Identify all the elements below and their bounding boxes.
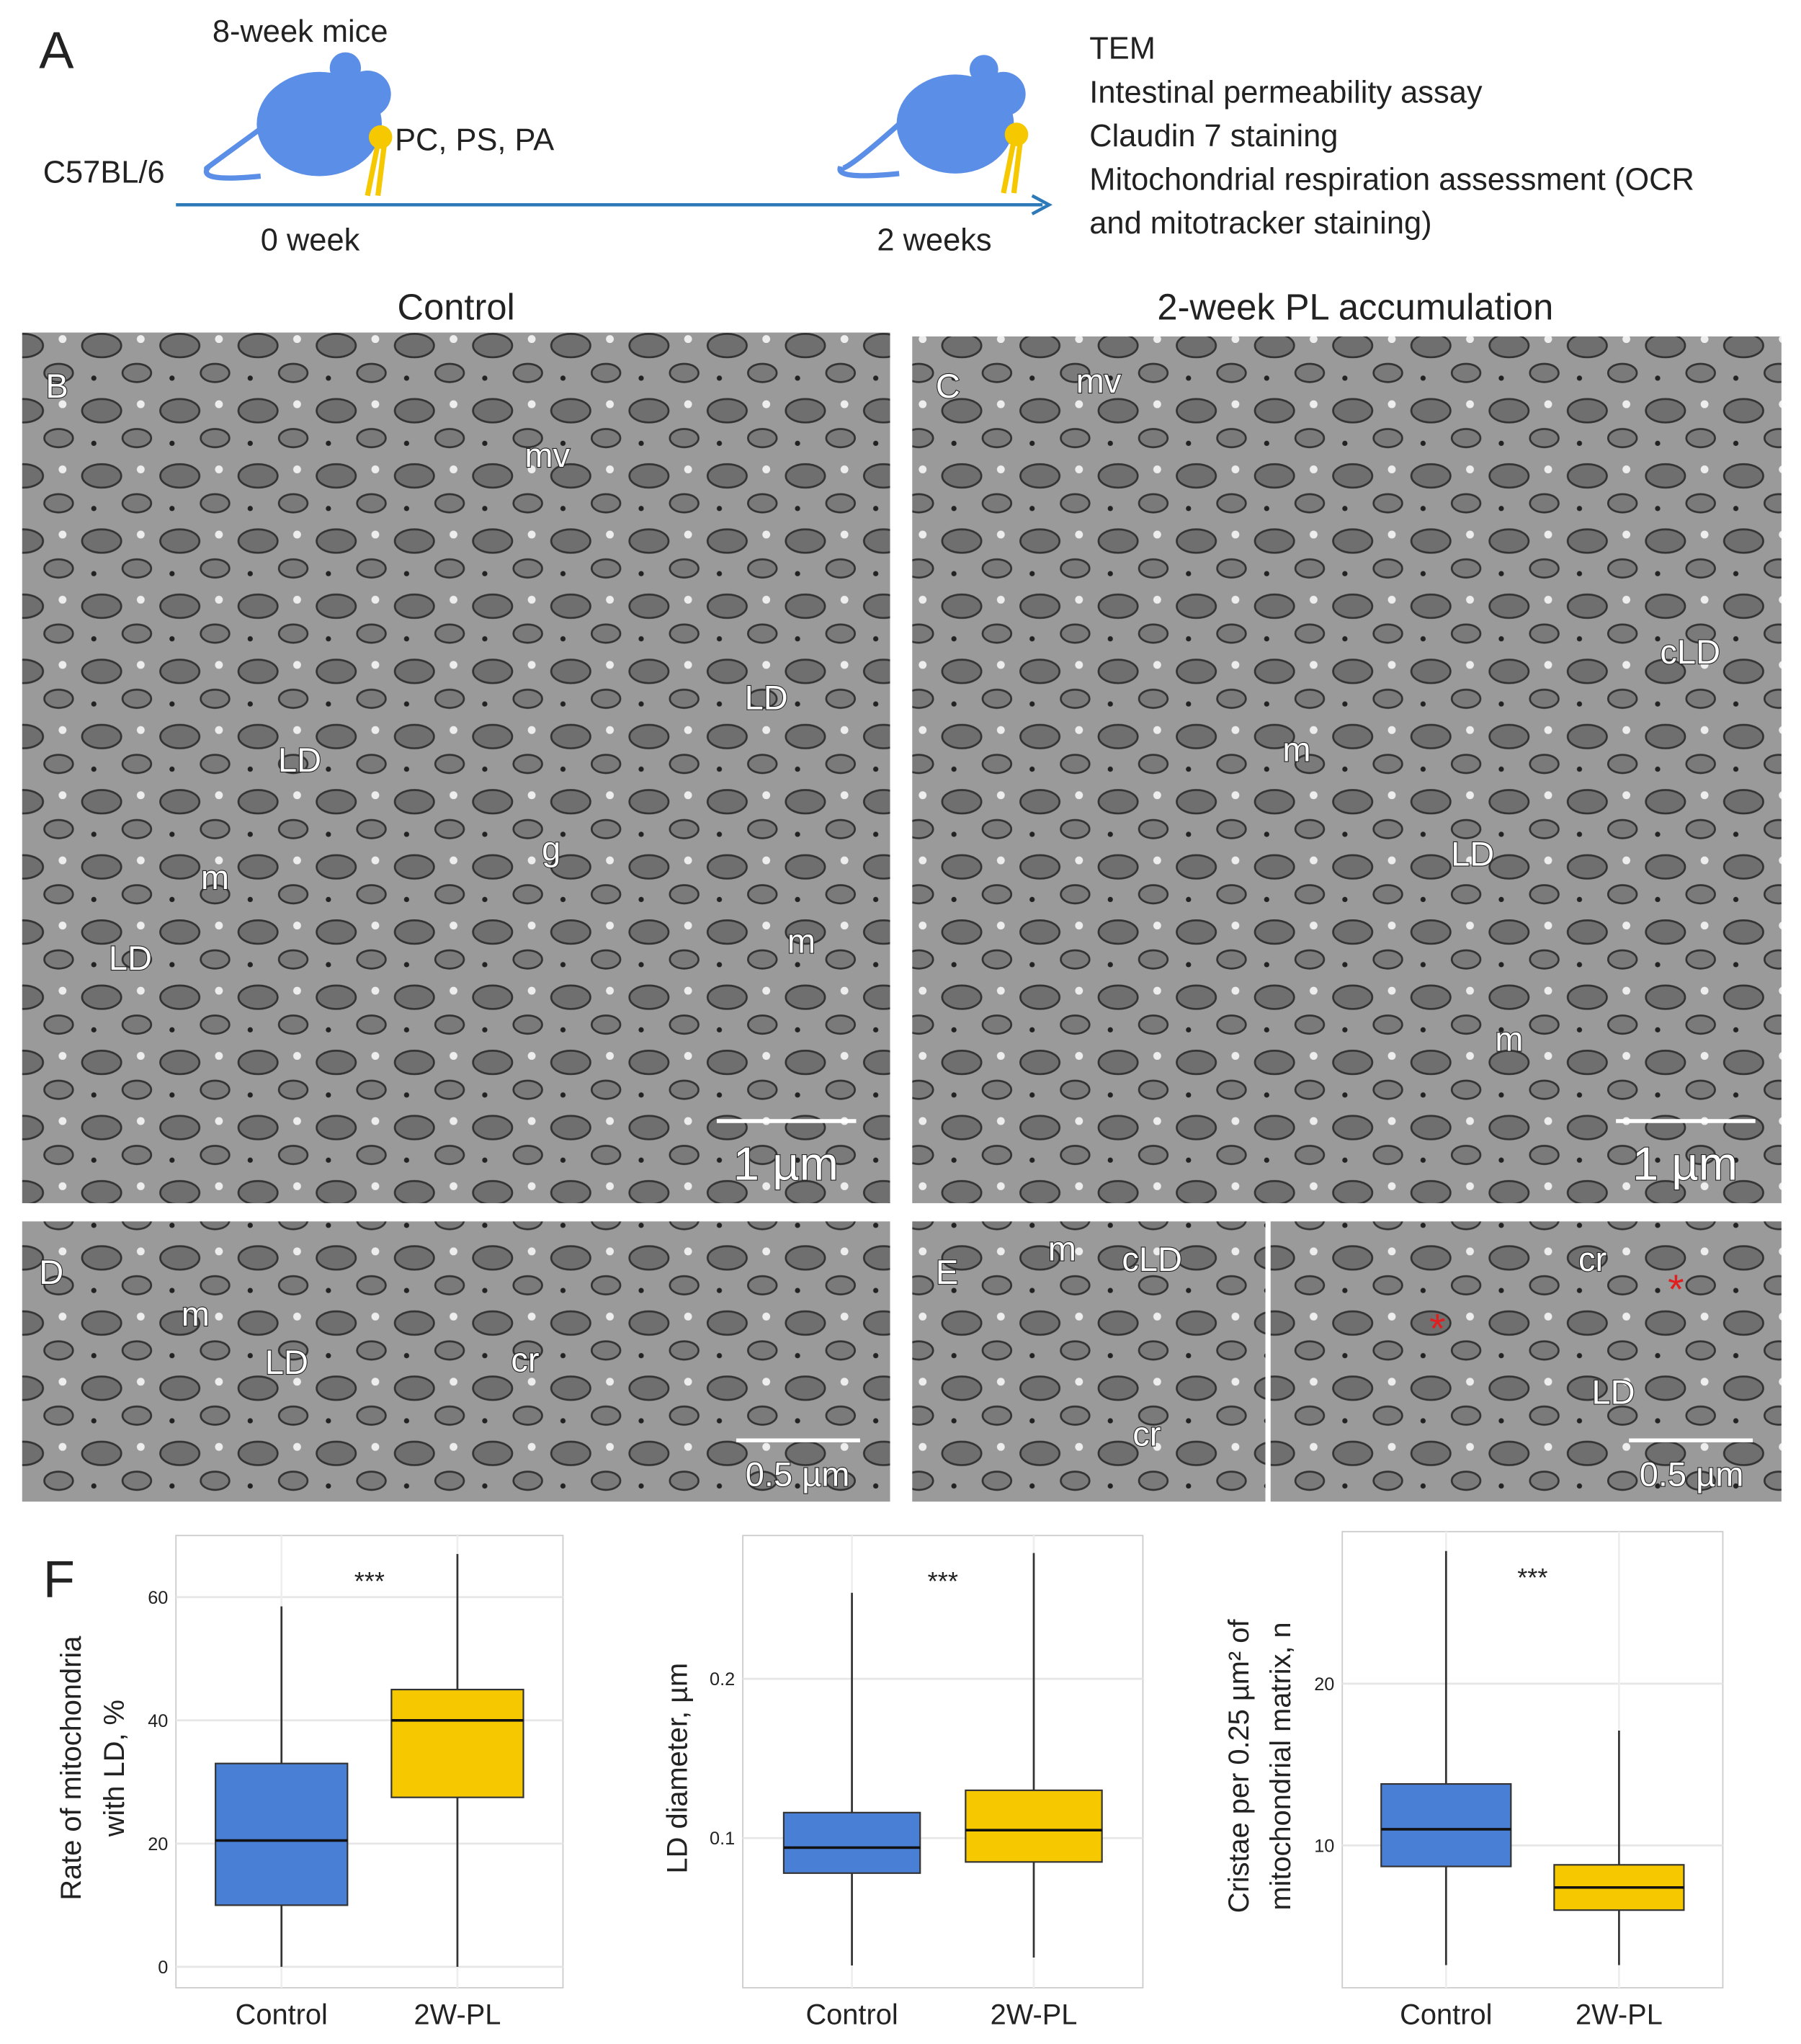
structure-label: cr xyxy=(1578,1240,1606,1278)
treatment: PC, PS, PA xyxy=(395,122,554,157)
x-tick-label: Control xyxy=(236,1999,328,2031)
strain: C57BL/6 xyxy=(43,156,165,190)
panel-label: B xyxy=(45,367,68,405)
structure-label: LD xyxy=(265,1343,308,1381)
plot-area xyxy=(742,1535,1144,1989)
y-axis-label: Cristae per 0.25 µm² of xyxy=(1223,1619,1255,1914)
structure-label: m xyxy=(182,1295,210,1333)
micrographs xyxy=(22,332,1782,1502)
assay: TEM xyxy=(1089,32,1156,66)
asterisk: * xyxy=(1668,1267,1684,1313)
schematic xyxy=(176,52,1053,215)
panel-label: A xyxy=(39,22,74,79)
y-axis-label: Rate of mitochondria xyxy=(55,1635,87,1901)
box xyxy=(965,1789,1103,1863)
structure-label: mv xyxy=(524,436,570,474)
box xyxy=(390,1688,524,1798)
start: 0 week xyxy=(261,223,360,258)
annotation: *** xyxy=(928,1566,958,1596)
panel-label: D xyxy=(39,1253,63,1291)
box xyxy=(215,1762,349,1906)
y-axis-label: LD diameter, µm xyxy=(661,1663,693,1874)
structure-label: LD xyxy=(1451,834,1494,873)
structure-label: mv xyxy=(1076,362,1122,400)
structure-label: LD xyxy=(278,741,321,779)
box xyxy=(1380,1782,1512,1867)
age: 8-week mice xyxy=(213,14,388,49)
annotation: *** xyxy=(354,1566,385,1596)
panel-label: E xyxy=(936,1253,958,1291)
y-tick-label: 40 xyxy=(148,1711,168,1731)
box xyxy=(782,1811,921,1874)
y-axis-label: mitochondrial matrix, n xyxy=(1265,1622,1297,1910)
y-tick-label: 60 xyxy=(148,1588,168,1608)
structure-label: g xyxy=(542,829,560,867)
assay: and mitotracker staining) xyxy=(1089,206,1431,241)
x-tick-label: Control xyxy=(1400,1999,1492,2031)
y-tick-label: 20 xyxy=(1314,1674,1334,1695)
panel-title: 2-week PL accumulation xyxy=(1157,286,1553,327)
x-tick-label: 2W-PL xyxy=(414,1999,501,2031)
y-tick-label: 0.2 xyxy=(710,1669,735,1690)
structure-label: LD xyxy=(109,939,152,977)
structure-label: LD xyxy=(1591,1373,1635,1411)
y-tick-label: 0.1 xyxy=(710,1829,735,1849)
assay: Claudin 7 staining xyxy=(1089,119,1338,153)
panel-label: C xyxy=(936,367,960,405)
scale-bar-label: 0.5 µm xyxy=(746,1455,850,1493)
structure-label: LD xyxy=(745,678,788,716)
scale-bar-label: 1 µm xyxy=(1632,1137,1738,1190)
end: 2 weeks xyxy=(877,223,991,258)
plot-area xyxy=(1341,1530,1724,1989)
structure-label: m xyxy=(787,922,815,960)
asterisk: * xyxy=(1429,1306,1446,1352)
panel-title: Control xyxy=(398,286,515,327)
y-tick-label: 20 xyxy=(148,1834,168,1855)
x-tick-label: 2W-PL xyxy=(991,1999,1078,2031)
structure-label: m xyxy=(1495,1019,1523,1058)
structure-label: cr xyxy=(1132,1414,1161,1452)
panel-label: F xyxy=(43,1550,75,1608)
x-tick-label: 2W-PL xyxy=(1576,1999,1663,2031)
scale-bar-label: 0.5 µm xyxy=(1640,1455,1744,1493)
structure-label: cr xyxy=(511,1340,539,1378)
assay: Mitochondrial respiration assessment (OC… xyxy=(1089,162,1694,197)
y-tick-label: 10 xyxy=(1314,1836,1334,1856)
structure-label: m xyxy=(1048,1230,1076,1268)
y-tick-label: 0 xyxy=(158,1958,168,1978)
annotation: *** xyxy=(1517,1563,1547,1592)
structure-label: m xyxy=(201,858,229,896)
x-tick-label: Control xyxy=(805,1999,898,2031)
assay: Intestinal permeability assay xyxy=(1089,75,1483,110)
scale-bar-label: 1 µm xyxy=(733,1137,839,1190)
structure-label: cLD xyxy=(1660,633,1720,671)
y-axis-label: with LD, % xyxy=(99,1700,130,1837)
structure-label: cLD xyxy=(1122,1240,1182,1278)
structure-label: m xyxy=(1282,731,1310,769)
